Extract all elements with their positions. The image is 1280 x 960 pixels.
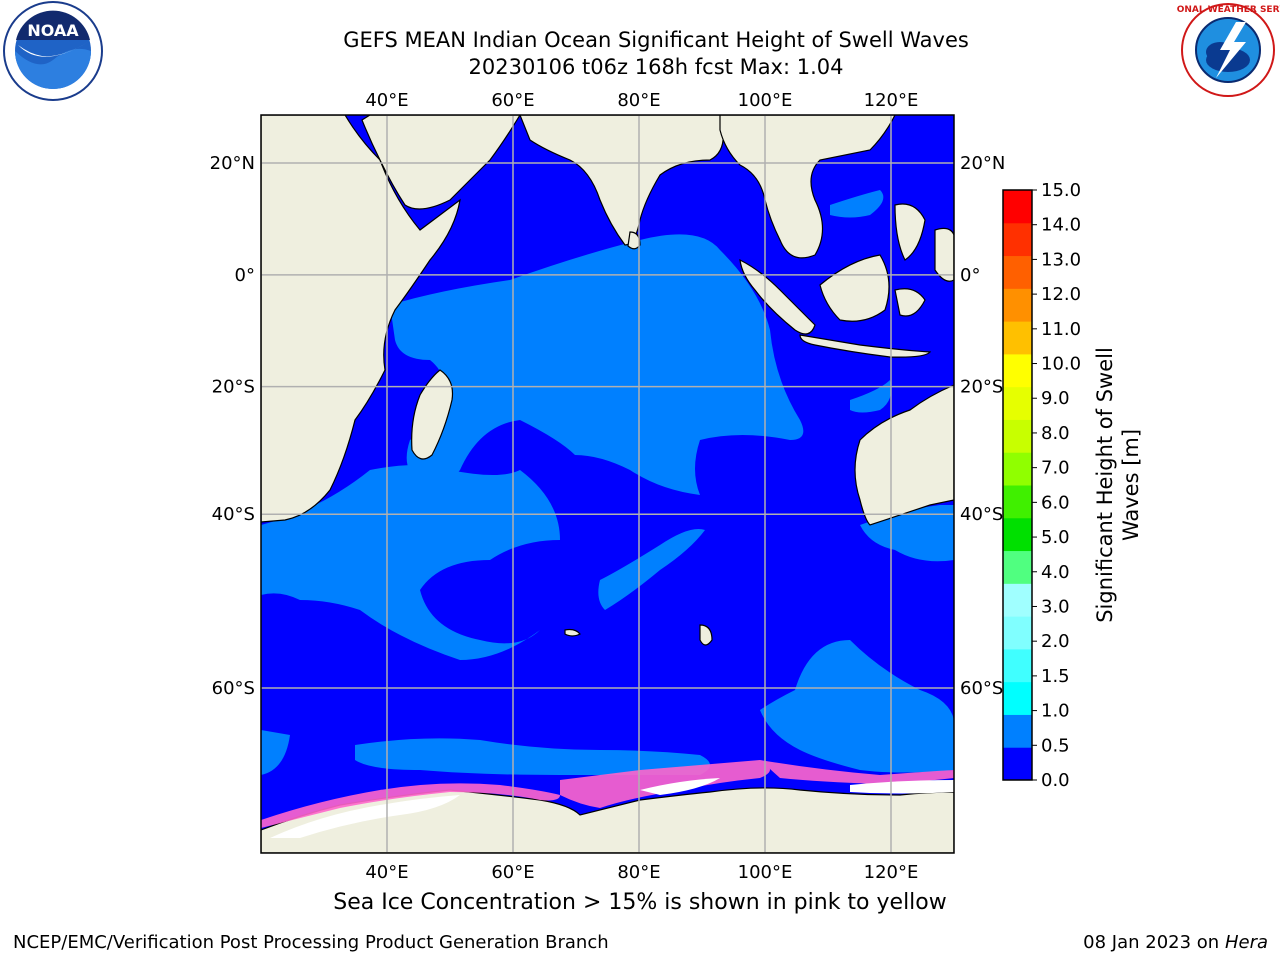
colorbar-tick-label: 12.0 (1041, 284, 1081, 305)
colorbar-cell (1003, 288, 1032, 322)
colorbar-tick-label: 15.0 (1041, 180, 1081, 201)
colorbar-tick-label: 5.0 (1041, 527, 1070, 548)
lat-tick-label-right: 20°N (960, 153, 1005, 174)
lon-tick-label-top: 60°E (491, 90, 534, 111)
colorbar-tick-label: 7.0 (1041, 458, 1070, 479)
colorbar-tick-label: 4.0 (1041, 562, 1070, 583)
colorbar-cell (1003, 517, 1032, 552)
footer-date-text: 08 Jan 2023 on (1083, 932, 1225, 953)
colorbar-label-line1: Significant Height of Swell (1093, 347, 1117, 623)
lat-tick-label-left: 40°S (212, 504, 255, 525)
nws-logo: NATIONAL WEATHER SERVICE (1176, 3, 1280, 97)
colorbar-cell (1003, 583, 1032, 617)
colorbar-tick-labels: 0.0 0.5 1.0 1.5 2.0 3.0 4.0 5.0 6.0 7.0 8.0 9.0 10.0… (1032, 180, 1081, 791)
colorbar-tick-label: 14.0 (1041, 215, 1081, 236)
colorbar-cell (1003, 485, 1032, 519)
colorbar: 0.0 0.5 1.0 1.5 2.0 3.0 4.0 5.0 6.0 7.0 8.0 9.0 10.0… (1002, 180, 1143, 791)
colorbar-cells (1003, 190, 1032, 781)
noaa-logo: NOAA (3, 1, 103, 101)
map-area (261, 115, 954, 853)
chart-subtitle: 20230106 t06z 168h fcst Max: 1.04 (468, 55, 844, 79)
lat-ticks-left: 20°N 0° 20°S 40°S 60°S (210, 153, 255, 699)
colorbar-tick-label: 2.0 (1041, 631, 1070, 652)
lat-tick-label-right: 60°S (960, 678, 1003, 699)
lat-tick-label-left: 20°S (212, 377, 255, 398)
noaa-logo-text: NOAA (27, 21, 79, 40)
lon-tick-label-bottom: 60°E (491, 862, 534, 883)
lon-tick-label-top: 120°E (864, 90, 919, 111)
colorbar-tick-label: 1.0 (1041, 701, 1070, 722)
colorbar-cell (1003, 255, 1032, 289)
footer-machine: Hera (1224, 932, 1268, 953)
lon-tick-label-bottom: 120°E (864, 862, 919, 883)
colorbar-cell (1003, 648, 1032, 683)
lat-tick-label-left: 20°N (210, 153, 255, 174)
grid-lines (261, 115, 954, 853)
footer-date: 08 Jan 2023 on Hera (1083, 932, 1268, 953)
colorbar-cell (1003, 616, 1032, 650)
lat-ticks-right: 20°N 0° 20°S 40°S 60°S (960, 153, 1005, 699)
colorbar-cell (1003, 353, 1032, 388)
colorbar-tick-label: 0.0 (1041, 770, 1070, 791)
sea-ice-note: Sea Ice Concentration > 15% is shown in … (333, 890, 947, 915)
sea-ice-edge (261, 760, 954, 828)
lon-tick-label-bottom: 40°E (365, 862, 408, 883)
lon-ticks-bottom: 40°E 60°E 80°E 100°E 120°E (365, 862, 918, 883)
colorbar-tick-label: 3.0 (1041, 596, 1070, 617)
lon-tick-label-top: 80°E (617, 90, 660, 111)
colorbar-tick-label: 0.5 (1041, 735, 1070, 756)
lon-tick-label-top: 100°E (738, 90, 793, 111)
ice-interior (270, 778, 954, 838)
lon-tick-label-top: 40°E (365, 90, 408, 111)
colorbar-tick-label: 11.0 (1041, 319, 1081, 340)
colorbar-cell (1003, 681, 1032, 715)
colorbar-tick-label: 1.5 (1041, 666, 1070, 687)
lon-tick-label-bottom: 100°E (738, 862, 793, 883)
lat-tick-label-right: 40°S (960, 504, 1003, 525)
colorbar-label-line2: Waves [m] (1119, 429, 1143, 541)
svg-text:NATIONAL WEATHER SERVICE: NATIONAL WEATHER SERVICE (1176, 5, 1280, 15)
colorbar-cell (1003, 222, 1032, 257)
colorbar-cell (1003, 386, 1032, 420)
colorbar-cell (1003, 714, 1032, 748)
lat-tick-label-right: 0° (960, 265, 980, 286)
land-masses (261, 115, 954, 853)
colorbar-tick-label: 6.0 (1041, 492, 1070, 513)
lat-tick-label-right: 20°S (960, 377, 1003, 398)
lon-ticks-top: 40°E 60°E 80°E 100°E 120°E (365, 90, 918, 111)
colorbar-tick-label: 10.0 (1041, 354, 1081, 375)
colorbar-cell (1003, 419, 1032, 453)
colorbar-cell (1003, 747, 1032, 781)
colorbar-cell (1003, 321, 1032, 355)
footer-credit: NCEP/EMC/Verification Post Processing Pr… (13, 932, 609, 953)
colorbar-label: Significant Height of Swell Waves [m] (1093, 347, 1143, 623)
colorbar-cell (1003, 190, 1032, 224)
lon-tick-label-bottom: 80°E (617, 862, 660, 883)
colorbar-cell (1003, 452, 1032, 486)
lat-tick-label-left: 0° (235, 265, 255, 286)
colorbar-tick-label: 13.0 (1041, 249, 1081, 270)
colorbar-tick-label: 9.0 (1041, 388, 1070, 409)
map-frame (260, 114, 955, 854)
lat-tick-label-left: 60°S (212, 678, 255, 699)
colorbar-tick-label: 8.0 (1041, 423, 1070, 444)
chart-title: GEFS MEAN Indian Ocean Significant Heigh… (343, 28, 969, 52)
colorbar-cell (1003, 550, 1032, 584)
